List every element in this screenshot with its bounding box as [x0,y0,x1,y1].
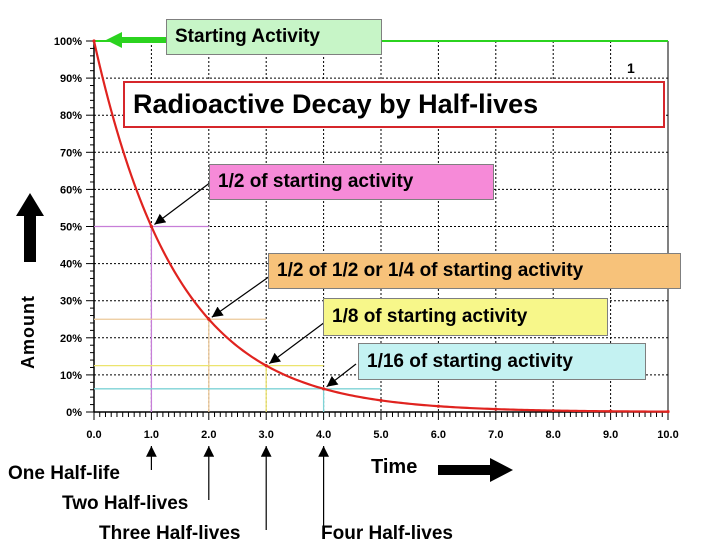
y-tick-label: 80% [60,110,82,122]
x-tick-label: 4.0 [316,429,331,441]
y-tick-label: 0% [66,407,82,419]
decay-data-point [322,387,326,391]
x-tick-label: 5.0 [373,429,388,441]
x-tick-label: 0.0 [86,429,101,441]
y-tick-label: 20% [60,333,82,345]
decay-data-point [666,410,670,414]
three-half-lives-label: Three Half-lives [99,523,241,544]
decay-data-point [92,39,96,43]
quarter-pointer-arrow [211,275,271,318]
eighth-pointer-arrow [268,321,326,365]
decay-data-point [207,317,211,321]
x-tick-label: 1.0 [144,429,159,441]
time-arrow [438,458,513,482]
x-tick-label: 10.0 [657,429,678,441]
starting-activity-arrow [106,32,166,48]
x-tick-label: 3.0 [259,429,274,441]
y-tick-label: 90% [60,73,82,85]
two-half-lives-label: Two Half-lives [62,493,189,514]
x-tick-label: 6.0 [431,429,446,441]
y-tick-label: 100% [54,36,82,48]
y-tick-label: 30% [60,296,82,308]
x-axis-label: Time [371,456,418,478]
x-tick-label: 2.0 [201,429,216,441]
sixteenth-pointer-arrow [326,363,357,388]
half-pointer-arrow [154,181,212,225]
sixteenth-activity-box: 1/16 of starting activity [358,343,646,380]
y-tick-label: 40% [60,259,82,271]
y-tick-label: 60% [60,184,82,196]
x-tick-label: 7.0 [488,429,503,441]
x-tick-label: 9.0 [603,429,618,441]
y-axis-label: Amount [18,295,38,369]
starting-activity-box: Starting Activity [166,19,382,55]
decay-data-point [379,398,383,403]
stray-label: 1 [627,60,635,76]
y-tick-label: 70% [60,147,82,159]
decay-data-point [149,224,153,229]
decay-data-point [264,364,268,368]
four-half-lives-label: Four Half-lives [321,523,453,544]
eighth-activity-box: 1/8 of starting activity [323,298,608,336]
decay-data-point [436,404,440,408]
chart-title-box: Radioactive Decay by Half-lives [123,81,665,128]
decay-data-point [551,408,555,413]
quarter-activity-box: 1/2 of 1/2 or 1/4 of starting activity [268,253,681,289]
one-half-life-label: One Half-life [8,463,120,484]
decay-data-point [494,407,498,411]
x-tick-label: 8.0 [546,429,561,441]
amount-arrow [16,193,44,262]
half-activity-box: 1/2 of starting activity [209,164,494,200]
y-tick-label: 50% [60,222,82,234]
y-tick-label: 10% [60,370,82,382]
decay-data-point [609,409,613,413]
